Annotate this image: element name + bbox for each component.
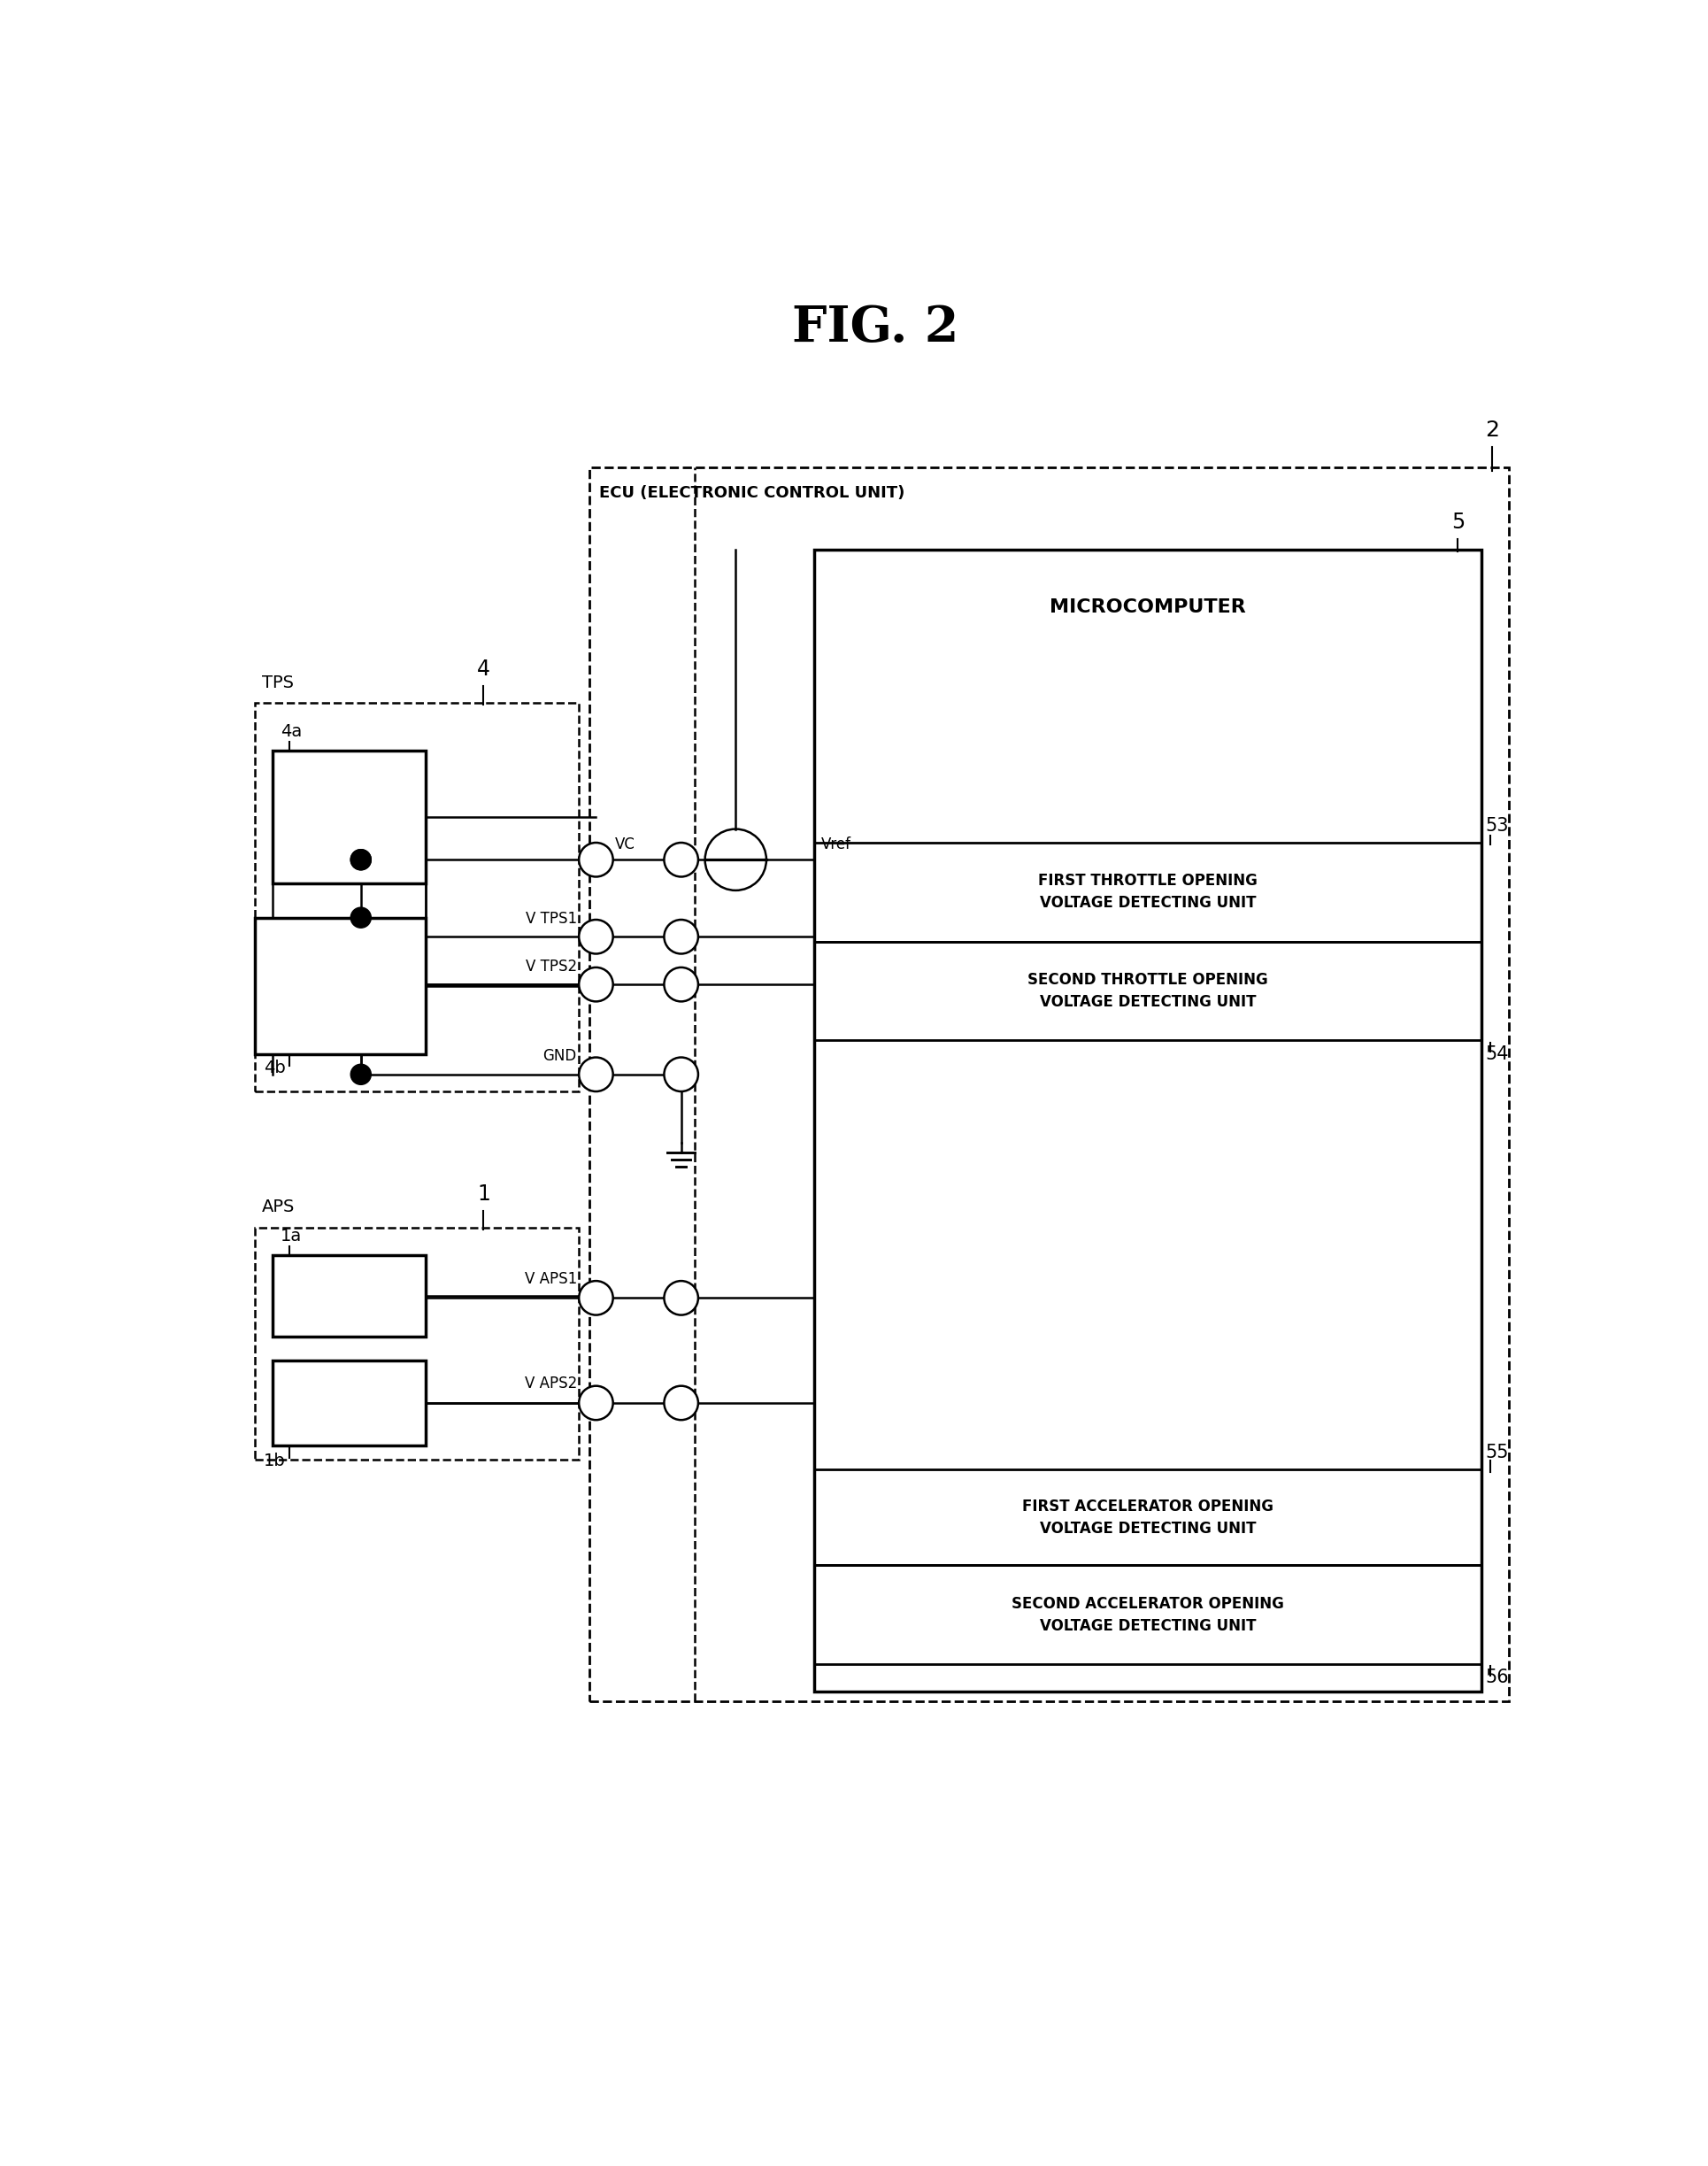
Circle shape: [664, 1280, 699, 1315]
Text: 54: 54: [1486, 1046, 1508, 1064]
Text: FIG. 2: FIG. 2: [793, 303, 958, 353]
Text: 56: 56: [1486, 1668, 1508, 1687]
Bar: [254, 918, 425, 1055]
Text: VC: VC: [615, 836, 635, 853]
Text: TPS2: TPS2: [314, 977, 367, 994]
Text: FIRST ACCELERATOR OPENING
VOLTAGE DETECTING UNIT: FIRST ACCELERATOR OPENING VOLTAGE DETECT…: [1023, 1499, 1274, 1536]
Bar: [815, 550, 1483, 1692]
Text: MICROCOMPUTER: MICROCOMPUTER: [1050, 598, 1247, 617]
Circle shape: [579, 1386, 613, 1421]
Circle shape: [579, 1280, 613, 1315]
Circle shape: [350, 908, 371, 927]
Text: SECOND ACCELERATOR OPENING
VOLTAGE DETECTING UNIT: SECOND ACCELERATOR OPENING VOLTAGE DETEC…: [1011, 1596, 1284, 1633]
Circle shape: [664, 1057, 699, 1092]
Text: SECOND THROTTLE OPENING
VOLTAGE DETECTING UNIT: SECOND THROTTLE OPENING VOLTAGE DETECTIN…: [1028, 973, 1267, 1009]
Circle shape: [350, 849, 371, 871]
Text: 55: 55: [1486, 1445, 1508, 1462]
Circle shape: [664, 921, 699, 953]
Circle shape: [350, 849, 371, 871]
Bar: [254, 704, 579, 1092]
Text: TPS: TPS: [261, 674, 294, 691]
Circle shape: [579, 843, 613, 877]
Text: 4a: 4a: [280, 723, 302, 741]
Text: V TPS1: V TPS1: [526, 912, 577, 927]
Circle shape: [664, 843, 699, 877]
Bar: [815, 1471, 1483, 1566]
Text: 1b: 1b: [263, 1453, 285, 1469]
Circle shape: [579, 968, 613, 1001]
Text: V APS1: V APS1: [524, 1271, 577, 1287]
Text: 4b: 4b: [263, 1059, 285, 1077]
Circle shape: [350, 1064, 371, 1085]
Circle shape: [664, 1386, 699, 1421]
Circle shape: [579, 1057, 613, 1092]
Bar: [815, 1566, 1483, 1663]
Text: 5: 5: [1452, 511, 1465, 533]
Bar: [815, 843, 1483, 942]
Text: 2: 2: [1484, 420, 1500, 442]
Bar: [272, 1254, 425, 1336]
Text: FIRST THROTTLE OPENING
VOLTAGE DETECTING UNIT: FIRST THROTTLE OPENING VOLTAGE DETECTING…: [1038, 873, 1257, 912]
Text: 53: 53: [1486, 817, 1508, 834]
Text: TPS1: TPS1: [323, 808, 376, 825]
Circle shape: [579, 921, 613, 953]
Bar: [254, 1228, 579, 1460]
Bar: [589, 468, 1510, 1702]
Text: V APS2: V APS2: [524, 1375, 577, 1393]
Text: ECU (ELECTRONIC CONTROL UNIT): ECU (ELECTRONIC CONTROL UNIT): [600, 485, 905, 500]
Text: GND: GND: [543, 1048, 577, 1064]
Circle shape: [664, 968, 699, 1001]
Text: APS: APS: [261, 1200, 295, 1215]
Text: APS2: APS2: [323, 1395, 376, 1412]
Text: 1a: 1a: [280, 1228, 302, 1243]
Bar: [272, 752, 425, 884]
Text: APS1: APS1: [323, 1287, 376, 1304]
Text: 4: 4: [477, 658, 490, 680]
Text: Vref: Vref: [822, 836, 851, 853]
Bar: [815, 942, 1483, 1040]
Text: 1: 1: [477, 1183, 490, 1204]
Bar: [272, 1360, 425, 1447]
Text: V TPS2: V TPS2: [526, 960, 577, 975]
